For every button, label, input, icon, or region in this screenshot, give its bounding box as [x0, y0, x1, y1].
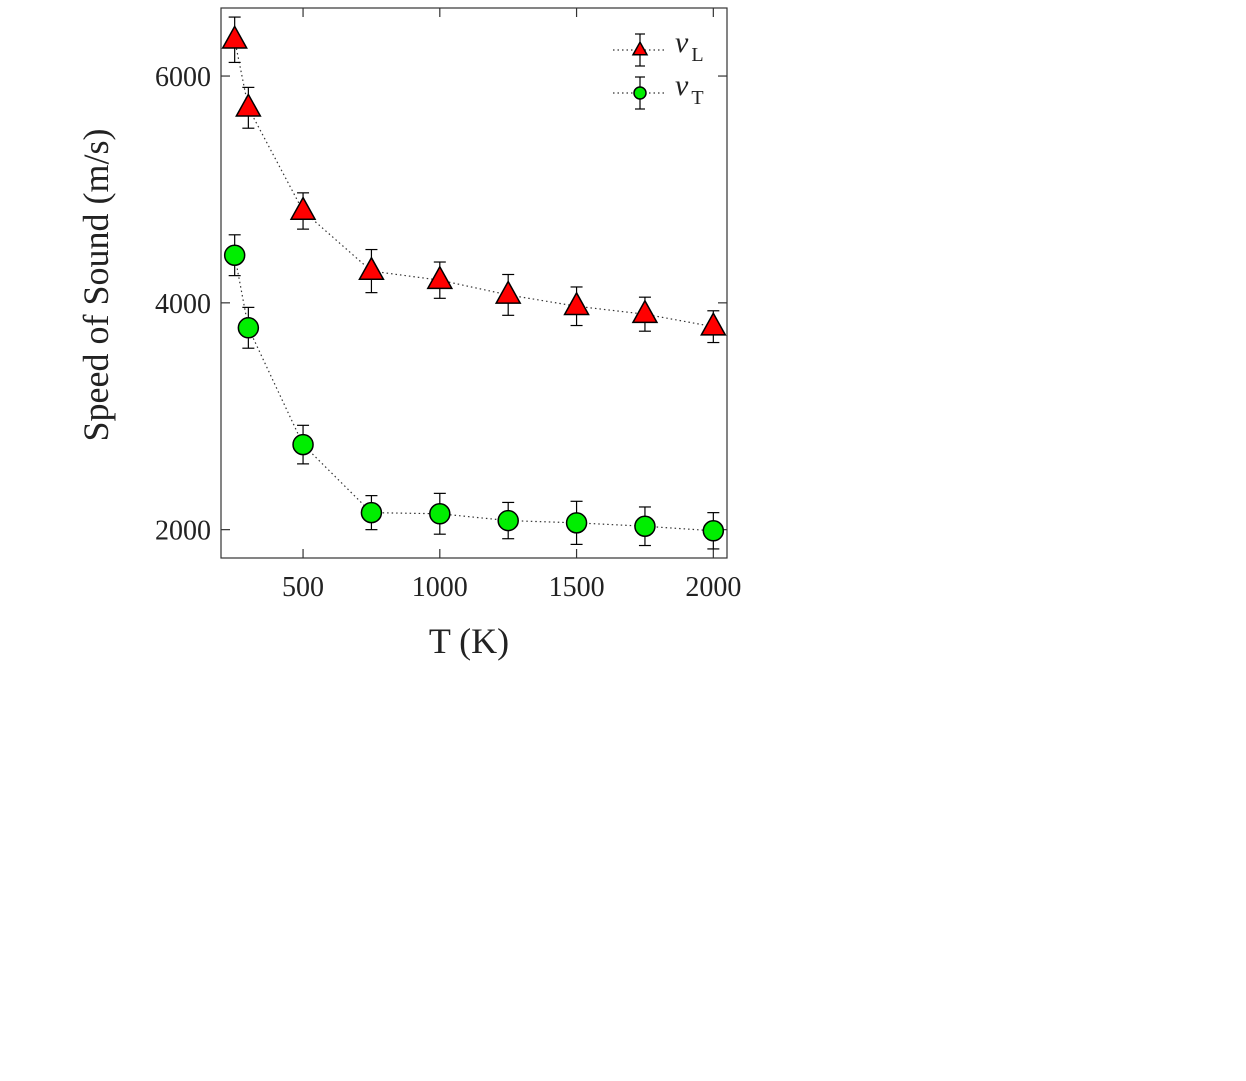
data-point [426, 265, 454, 290]
data-point [634, 515, 656, 537]
x-tick-label: 2000 [685, 572, 741, 603]
series-layer [221, 16, 727, 550]
legend-label-sub: T [691, 87, 703, 109]
plot-frame [220, 7, 728, 559]
y-tick-label: 6000 [155, 62, 211, 93]
data-point [292, 433, 314, 456]
x-tick-label: 500 [282, 572, 324, 603]
x-tick-label: 1000 [412, 572, 468, 603]
data-point [563, 291, 590, 316]
x-tick-label: 1500 [549, 572, 605, 603]
x-axis-label: T (K) [429, 621, 509, 661]
data-point [702, 520, 725, 542]
series-v_L [221, 16, 727, 344]
data-point [700, 311, 727, 336]
data-point [631, 299, 659, 324]
data-point [360, 501, 383, 524]
data-point [358, 256, 385, 281]
data-point [237, 317, 260, 339]
legend: v Lv T [613, 26, 704, 110]
legend-marker [631, 40, 649, 56]
legend-label-main: v [675, 26, 689, 59]
data-point [494, 279, 522, 304]
y-tick-label: 2000 [155, 516, 211, 547]
data-point [235, 92, 262, 117]
x-axis: 500 1000 1500 2000 [282, 8, 741, 603]
data-point [497, 509, 519, 532]
data-point [429, 503, 451, 525]
series-line [234, 255, 714, 532]
legend-label-main: v [675, 69, 689, 102]
data-point [289, 196, 317, 220]
y-tick-label: 4000 [155, 289, 211, 320]
data-point [223, 244, 246, 266]
data-point [221, 24, 248, 49]
series-v_T [223, 234, 725, 550]
y-axis: 2000 4000 6000 [155, 62, 727, 547]
data-point [565, 512, 588, 534]
legend-label-sub: L [691, 44, 703, 66]
y-axis-label: Speed of Sound (m/s) [76, 129, 116, 442]
series-line [234, 39, 714, 328]
legend-marker [633, 86, 647, 100]
